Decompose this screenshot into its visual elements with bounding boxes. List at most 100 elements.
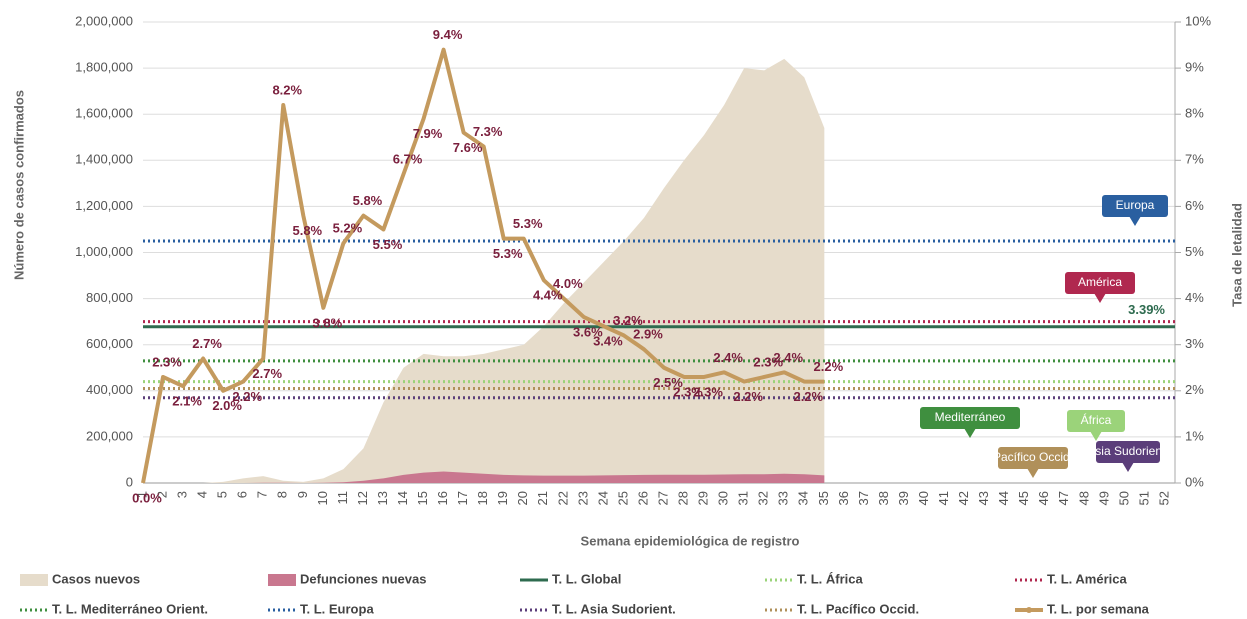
x-tick-label: 27 (655, 491, 670, 505)
data-label: 9.4% (433, 27, 463, 42)
data-label: 8.2% (272, 82, 302, 97)
x-tick-label: 26 (635, 491, 650, 505)
data-label: 5.2% (333, 221, 363, 236)
x-tick-label: 5 (215, 491, 230, 498)
x-tick-label: 24 (595, 491, 610, 505)
y-tick-label: 1,200,000 (75, 198, 133, 213)
data-label: 2.3% (152, 354, 182, 369)
x-tick-label: 14 (395, 491, 410, 505)
y2-tick-label: 6% (1185, 198, 1204, 213)
x-tick-label: 43 (976, 491, 991, 505)
x-tick-label: 4 (195, 491, 210, 498)
x-tick-label: 40 (916, 491, 931, 505)
legend-swatch (268, 574, 296, 586)
y-tick-label: 1,000,000 (75, 244, 133, 259)
y-tick-label: 400,000 (86, 382, 133, 397)
callout-label: Pacífico Occid. (993, 450, 1073, 464)
x-tick-label: 51 (1136, 491, 1151, 505)
x-tick-label: 44 (996, 491, 1011, 505)
x-axis-title: Semana epidemiológica de registro (581, 533, 800, 548)
y-axis-title: Número de casos confirmados (11, 90, 26, 280)
callout-pointer (1122, 462, 1134, 472)
callout-pointer (1129, 216, 1141, 226)
callout-box (920, 407, 1020, 429)
y2-tick-label: 9% (1185, 60, 1204, 75)
x-tick-label: 31 (736, 491, 751, 505)
data-label: 5.3% (513, 216, 543, 231)
callout-label: Asia Sudorient. (1087, 444, 1168, 458)
x-tick-label: 25 (615, 491, 630, 505)
legend-label: T. L. América (1047, 571, 1127, 586)
callout-box (998, 447, 1068, 469)
x-tick-label: 10 (315, 491, 330, 505)
legend-label: T. L. Europa (300, 601, 374, 616)
data-label: 2.1% (172, 394, 202, 409)
data-label: 2.7% (192, 336, 222, 351)
y2-tick-label: 10% (1185, 13, 1211, 28)
area (143, 58, 825, 483)
data-label: 5.8% (353, 193, 383, 208)
x-tick-label: 36 (836, 491, 851, 505)
legend-label: T. L. Global (552, 571, 621, 586)
x-tick-label: 29 (696, 491, 711, 505)
x-tick-label: 30 (716, 491, 731, 505)
callout-pointer (964, 428, 976, 438)
x-tick-label: 20 (515, 491, 530, 505)
x-tick-label: 47 (1056, 491, 1071, 505)
x-tick-label: 15 (415, 491, 430, 505)
x-tick-label: 2 (154, 491, 169, 498)
data-label: 3.2% (613, 313, 643, 328)
x-tick-label: 22 (555, 491, 570, 505)
y2-tick-label: 3% (1185, 336, 1204, 351)
data-label: 2.3% (693, 384, 723, 399)
data-label: 2.3% (753, 354, 783, 369)
data-label: 7.3% (473, 124, 503, 139)
x-tick-label: 19 (495, 491, 510, 505)
reference-label: 3.39% (1128, 302, 1165, 317)
legend-marker (1026, 607, 1032, 613)
y2-tick-label: 5% (1185, 244, 1204, 259)
x-tick-label: 41 (936, 491, 951, 505)
y2-tick-label: 7% (1185, 152, 1204, 167)
callout-pointer (1094, 293, 1106, 303)
x-tick-label: 34 (796, 491, 811, 505)
legend-label: Casos nuevos (52, 571, 140, 586)
data-label: 5.5% (373, 237, 403, 252)
data-label: 2.4% (713, 350, 743, 365)
x-tick-label: 35 (816, 491, 831, 505)
data-label: 0.0% (132, 490, 162, 505)
y-tick-label: 0 (126, 474, 133, 489)
x-tick-label: 50 (1116, 491, 1131, 505)
y-tick-label: 800,000 (86, 290, 133, 305)
x-tick-label: 12 (355, 491, 370, 505)
data-label: 2.2% (232, 389, 262, 404)
x-tick-label: 46 (1036, 491, 1051, 505)
data-label: 3.6% (573, 324, 603, 339)
callout-box (1067, 410, 1125, 432)
x-tick-label: 13 (375, 491, 390, 505)
data-label: 2.0% (212, 398, 242, 413)
x-tick-label: 52 (1156, 491, 1171, 505)
data-label: 6.7% (393, 152, 423, 167)
x-tick-label: 33 (776, 491, 791, 505)
data-label: 3.8% (313, 315, 343, 330)
data-label: 3.4% (593, 334, 623, 349)
legend-swatch (20, 574, 48, 586)
data-label: 2.2% (793, 389, 823, 404)
x-tick-label: 16 (435, 491, 450, 505)
x-tick-label: 28 (675, 491, 690, 505)
y2-tick-label: 1% (1185, 428, 1204, 443)
x-tick-label: 42 (956, 491, 971, 505)
y-tick-label: 1,400,000 (75, 152, 133, 167)
data-label: 2.7% (252, 366, 282, 381)
data-label: 2.9% (633, 327, 663, 342)
x-tick-label: 32 (756, 491, 771, 505)
x-tick-label: 45 (1016, 491, 1031, 505)
x-tick-label: 17 (455, 491, 470, 505)
callout-label: Mediterráneo (935, 410, 1006, 424)
y-tick-label: 2,000,000 (75, 13, 133, 28)
area (143, 471, 825, 483)
data-label: 5.3% (493, 246, 523, 261)
x-tick-label: 1 (134, 491, 149, 498)
callout-box (1065, 272, 1135, 294)
